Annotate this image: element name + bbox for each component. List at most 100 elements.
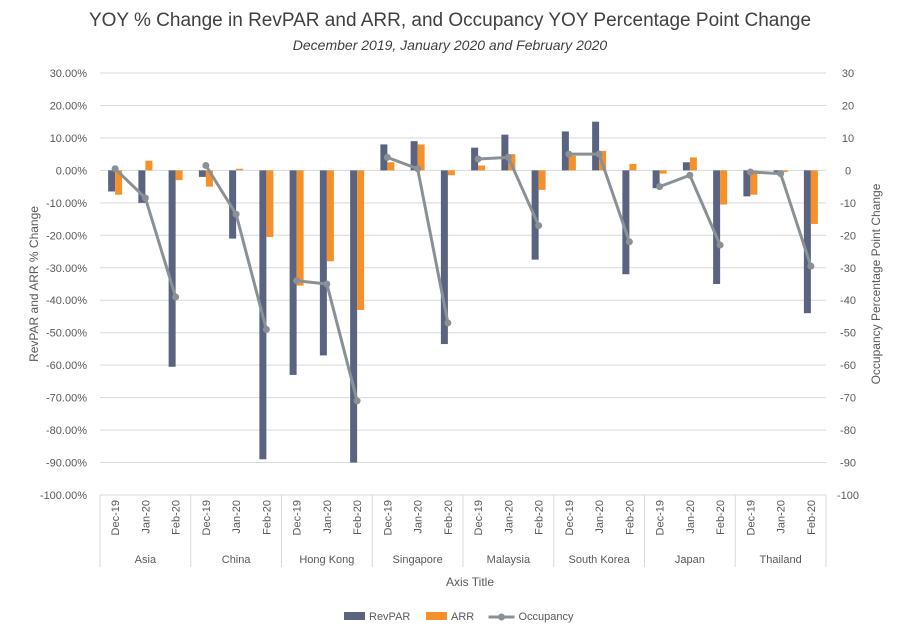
y-tick-label: 20.00%: [50, 100, 88, 112]
x-tick-label: Feb-20: [534, 500, 546, 535]
x-tick-label: Dec-19: [655, 500, 667, 535]
bar-revpar: [622, 170, 630, 275]
point-occupancy: [746, 168, 754, 176]
y2-tick-label: 0: [845, 165, 851, 177]
y-tick-label: 10.00%: [50, 133, 88, 145]
group-label: China: [222, 554, 252, 566]
y2-tick-label: -100: [837, 490, 859, 502]
y-axis-title: RevPAR and ARR % Change: [27, 206, 41, 362]
y-tick-label: -10.00%: [46, 198, 87, 210]
bar-revpar: [773, 170, 781, 173]
x-tick-label: Jan-20: [503, 500, 515, 534]
x-tick-label: Jan-20: [685, 500, 697, 534]
bar-arr: [205, 170, 213, 187]
bar-arr: [326, 170, 334, 262]
x-tick-label: Feb-20: [715, 500, 727, 535]
point-occupancy: [202, 162, 210, 170]
legend-marker-occupancy: [498, 613, 505, 621]
chart-subtitle: December 2019, January 2020 and February…: [292, 37, 608, 53]
bar-arr: [115, 170, 123, 195]
point-occupancy: [141, 194, 149, 202]
point-occupancy: [625, 238, 633, 246]
group-label: Thailand: [760, 554, 802, 566]
bar-revpar: [743, 170, 751, 197]
y2-tick-label: -90: [840, 458, 856, 470]
group-label: Japan: [675, 554, 705, 566]
bar-revpar: [350, 170, 358, 463]
point-occupancy: [716, 241, 724, 249]
bar-arr: [720, 170, 728, 205]
chart-title: YOY % Change in RevPAR and ARR, and Occu…: [88, 10, 812, 31]
group-label: Malaysia: [487, 554, 531, 566]
group-label: South Korea: [569, 554, 631, 566]
group-label: Asia: [135, 554, 157, 566]
bar-revpar: [592, 121, 600, 171]
point-occupancy: [595, 150, 603, 158]
bar-arr: [629, 163, 637, 171]
x-tick-label: Dec-19: [473, 500, 485, 535]
x-tick-label: Dec-19: [292, 500, 304, 535]
y-tick-label: 30.00%: [50, 68, 88, 80]
point-occupancy: [414, 165, 422, 173]
bar-arr: [659, 170, 667, 174]
point-occupancy: [686, 171, 694, 179]
bar-revpar: [108, 170, 116, 192]
y2-tick-label: -70: [840, 393, 856, 405]
legend-swatch-revpar: [344, 612, 365, 620]
point-occupancy: [656, 183, 664, 191]
bar-arr: [357, 170, 365, 310]
x-tick-label: Feb-20: [806, 500, 818, 535]
bar-arr: [538, 170, 546, 190]
point-occupancy: [535, 222, 543, 230]
bar-arr: [447, 170, 455, 176]
legend-label-arr: ARR: [451, 611, 474, 623]
x-tick-label: Dec-19: [745, 500, 757, 535]
y2-tick-label: 10: [842, 133, 854, 145]
x-tick-label: Feb-20: [171, 500, 183, 535]
point-occupancy: [111, 165, 119, 173]
bar-arr: [296, 170, 304, 286]
point-occupancy: [807, 262, 815, 270]
group-label: Hong Kong: [299, 554, 354, 566]
point-occupancy: [262, 325, 270, 333]
y-tick-label: -30.00%: [46, 263, 87, 275]
y-tick-label: -60.00%: [46, 360, 87, 372]
bar-arr: [750, 170, 758, 195]
y-tick-label: -50.00%: [46, 328, 87, 340]
series-line-occupancy: [386, 155, 450, 324]
bar-revpar: [229, 170, 237, 239]
x-tick-label: Dec-19: [201, 500, 213, 535]
x-tick-label: Dec-19: [382, 500, 394, 535]
bar-revpar: [803, 170, 811, 314]
group-label: Singapore: [393, 554, 443, 566]
x-tick-label: Feb-20: [443, 500, 455, 535]
y2-tick-label: -10: [840, 198, 856, 210]
y2-tick-label: -50: [840, 328, 856, 340]
y2-axis-title: Occupancy Percentage Point Change: [869, 183, 883, 384]
y2-tick-label: 30: [842, 68, 854, 80]
series-line-occupancy: [750, 170, 813, 267]
bar-revpar: [319, 170, 327, 356]
bar-arr: [417, 144, 425, 171]
y2-tick-label: -20: [840, 230, 856, 242]
x-tick-label: Jan-20: [140, 500, 152, 534]
x-tick-label: Feb-20: [261, 500, 273, 535]
bar-revpar: [682, 162, 690, 171]
point-occupancy: [293, 277, 301, 285]
y2-tick-label: -30: [840, 263, 856, 275]
point-occupancy: [353, 397, 361, 405]
x-tick-label: Feb-20: [624, 500, 636, 535]
x-tick-label: Jan-20: [322, 500, 334, 534]
point-occupancy: [383, 153, 391, 161]
legend-label-revpar: RevPAR: [369, 611, 410, 623]
y-tick-label: -40.00%: [46, 295, 87, 307]
bar-revpar: [138, 170, 146, 203]
bar-revpar: [713, 170, 721, 284]
x-axis-title: Axis Title: [446, 575, 494, 589]
legend-swatch-arr: [426, 612, 447, 620]
y-tick-label: -80.00%: [46, 425, 87, 437]
bar-arr: [175, 170, 183, 181]
bar-revpar: [410, 141, 418, 171]
y-tick-label: -70.00%: [46, 393, 87, 405]
